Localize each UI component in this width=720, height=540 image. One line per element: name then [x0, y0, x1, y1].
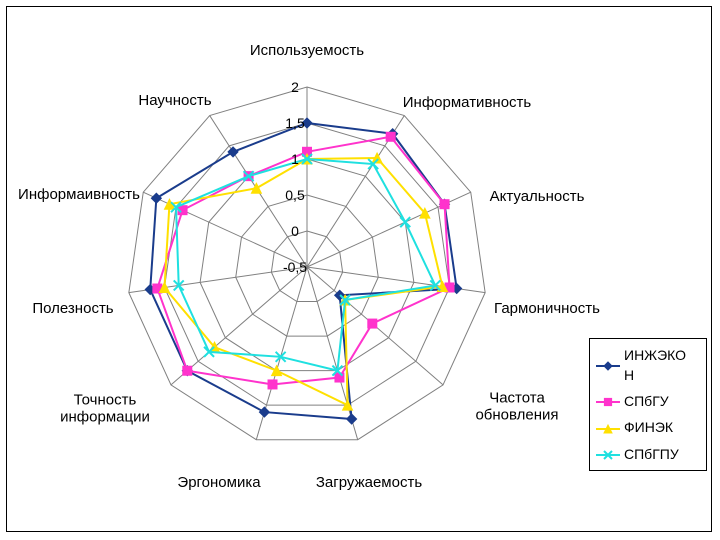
- legend-swatch: [596, 421, 620, 435]
- axis-label: Информаивность: [18, 187, 140, 204]
- axis-label: Актуальность: [490, 189, 585, 206]
- legend: ИНЖЭКО Н СПбГУ ФИНЭК СПбГПУ: [589, 338, 707, 471]
- axis-label: Используемость: [250, 43, 364, 60]
- tick-label: 0: [291, 223, 299, 239]
- axis-label: Загружаемость: [316, 475, 422, 492]
- tick-label: 1,5: [285, 115, 304, 131]
- chart-frame: Используемость Информативность Актуальност…: [6, 6, 712, 532]
- legend-label: СПбГПУ: [624, 444, 679, 464]
- tick-label: 1: [291, 151, 299, 167]
- legend-label: ФИНЭК: [624, 417, 673, 437]
- legend-label: СПбГУ: [624, 391, 669, 411]
- tick-label: 2: [291, 79, 299, 95]
- tick-label: -0,5: [283, 259, 307, 275]
- axis-label: Эргономика: [177, 475, 260, 492]
- legend-item: ИНЖЭКО Н: [596, 345, 698, 386]
- tick-label: 0,5: [285, 187, 304, 203]
- legend-item: ФИНЭК: [596, 417, 698, 437]
- axis-label: Научность: [138, 93, 211, 110]
- legend-swatch: [596, 447, 620, 461]
- legend-item: СПбГПУ: [596, 444, 698, 464]
- legend-item: СПбГУ: [596, 391, 698, 411]
- axis-label: Информативность: [403, 95, 531, 112]
- legend-swatch: [596, 394, 620, 408]
- legend-label: ИНЖЭКО Н: [624, 345, 686, 386]
- axis-label: Частота обновления: [475, 391, 558, 424]
- legend-swatch: [596, 358, 620, 372]
- axis-label: Точность информации: [60, 393, 150, 426]
- axis-label: Гармоничность: [494, 301, 600, 318]
- axis-label: Полезность: [32, 301, 113, 318]
